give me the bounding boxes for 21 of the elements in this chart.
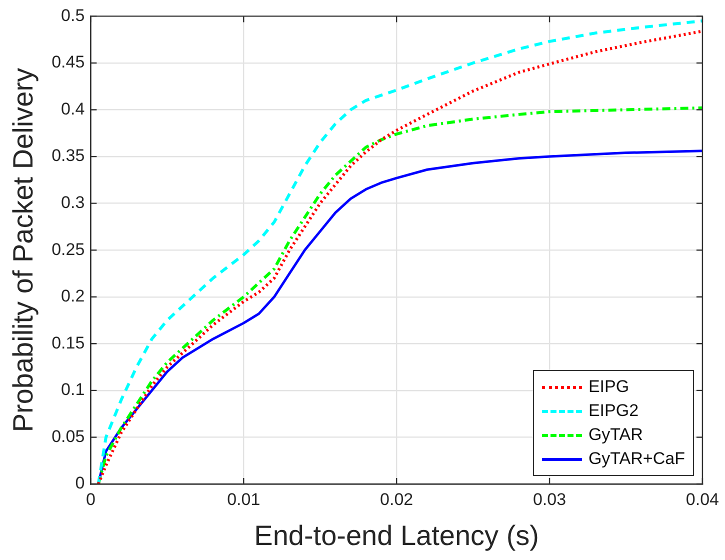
- y-tick-label: 0: [75, 474, 85, 493]
- y-axis-title: Probability of Packet Delivery: [8, 68, 39, 432]
- x-axis-title: End-to-end Latency (s): [254, 520, 539, 551]
- x-tick-label: 0.04: [686, 490, 720, 509]
- y-tick-label: 0.3: [61, 193, 85, 212]
- x-tick-label: 0.03: [532, 490, 566, 509]
- y-tick-label: 0.2: [61, 286, 85, 306]
- legend-label: EIPG2: [588, 401, 639, 421]
- x-tick-label: 0.01: [227, 490, 260, 509]
- y-tick-label: 0.45: [52, 52, 85, 72]
- y-tick-label: 0.5: [61, 6, 85, 25]
- legend-label: GyTAR+CaF: [588, 449, 685, 469]
- y-tick-label: 0.1: [61, 380, 85, 400]
- y-tick-label: 0.35: [52, 146, 85, 166]
- y-tick-label: 0.15: [52, 333, 85, 352]
- y-tick-label: 0.4: [61, 99, 85, 118]
- x-tick-label: 0.02: [380, 490, 414, 509]
- legend-label: GyTAR: [588, 425, 643, 445]
- y-tick-label: 0.05: [52, 426, 85, 446]
- y-tick-label: 0.25: [52, 240, 85, 259]
- legend-label: EIPG: [588, 377, 630, 397]
